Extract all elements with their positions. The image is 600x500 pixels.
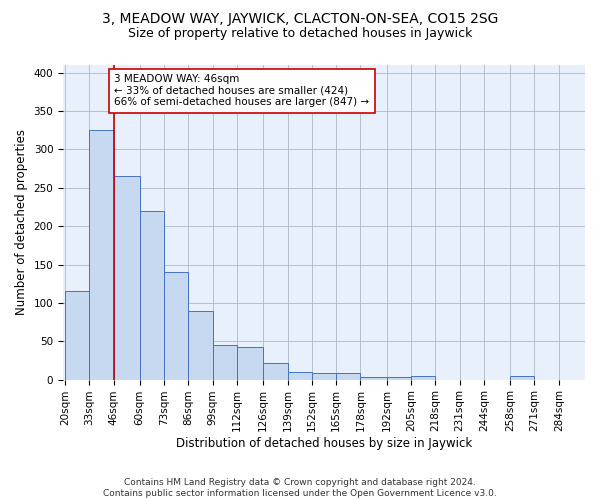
Bar	[386, 378, 411, 380]
Text: 3 MEADOW WAY: 46sqm
← 33% of detached houses are smaller (424)
66% of semi-detac: 3 MEADOW WAY: 46sqm ← 33% of detached ho…	[115, 74, 370, 108]
Bar	[140, 211, 164, 380]
Bar	[237, 348, 263, 380]
Text: Size of property relative to detached houses in Jaywick: Size of property relative to detached ho…	[128, 28, 472, 40]
Bar	[65, 292, 89, 380]
Bar	[287, 372, 312, 380]
Bar	[89, 130, 113, 380]
Y-axis label: Number of detached properties: Number of detached properties	[15, 130, 28, 316]
Bar	[361, 378, 386, 380]
Bar	[113, 176, 140, 380]
X-axis label: Distribution of detached houses by size in Jaywick: Distribution of detached houses by size …	[176, 437, 472, 450]
Bar	[336, 374, 361, 380]
Text: 3, MEADOW WAY, JAYWICK, CLACTON-ON-SEA, CO15 2SG: 3, MEADOW WAY, JAYWICK, CLACTON-ON-SEA, …	[102, 12, 498, 26]
Bar	[212, 345, 237, 380]
Bar	[263, 362, 287, 380]
Bar	[188, 310, 212, 380]
Text: Contains HM Land Registry data © Crown copyright and database right 2024.
Contai: Contains HM Land Registry data © Crown c…	[103, 478, 497, 498]
Bar	[411, 376, 436, 380]
Bar	[312, 374, 336, 380]
Bar	[510, 376, 535, 380]
Bar	[164, 272, 188, 380]
